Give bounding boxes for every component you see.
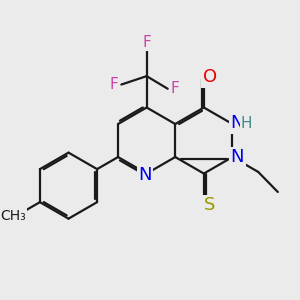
Text: CH₃: CH₃ [0, 209, 26, 223]
Text: F: F [142, 34, 151, 50]
Text: O: O [203, 68, 217, 86]
Text: N: N [231, 148, 244, 166]
Text: N: N [139, 166, 152, 184]
Text: F: F [171, 81, 180, 96]
Text: S: S [204, 196, 215, 214]
Text: F: F [110, 77, 118, 92]
Text: N: N [231, 115, 244, 133]
Text: H: H [241, 116, 252, 131]
